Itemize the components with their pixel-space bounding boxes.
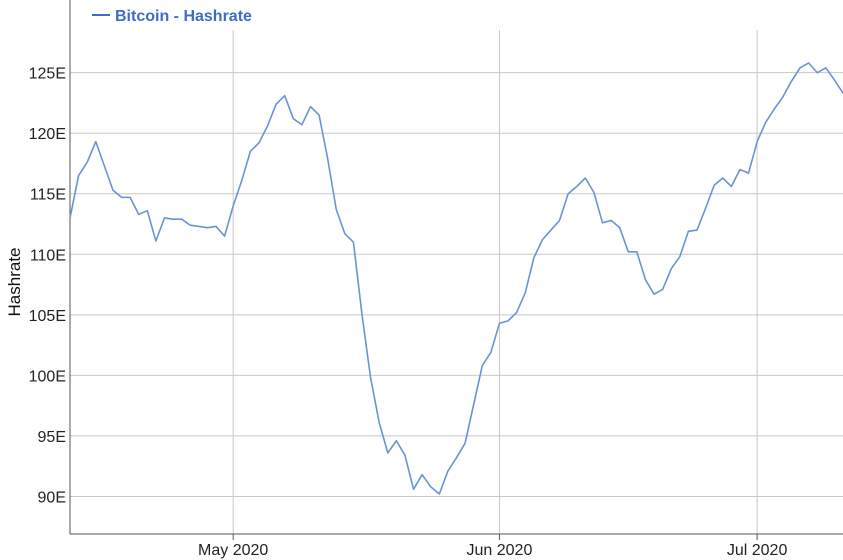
y-tick-label: 95E: [38, 429, 66, 446]
x-tick-label: Jul 2020: [727, 542, 788, 559]
y-tick-label: 120E: [29, 126, 66, 143]
y-tick-label: 90E: [38, 489, 66, 506]
x-tick-label: May 2020: [198, 542, 268, 559]
y-tick-label: 100E: [29, 368, 66, 385]
y-axis-label: Hashrate: [5, 248, 24, 317]
y-tick-label: 105E: [29, 308, 66, 325]
grid-lines: [70, 30, 843, 534]
y-tick-labels: 90E 95E 100E 105E 110E 115E 120E 125E: [29, 66, 66, 507]
y-tick-label: 125E: [29, 66, 66, 83]
axes: [69, 0, 843, 540]
y-tick-label: 110E: [30, 247, 66, 264]
y-tick-label: 115E: [30, 187, 66, 204]
x-tick-label: Jun 2020: [467, 542, 533, 559]
x-tick-labels: May 2020 Jun 2020 Jul 2020: [198, 542, 787, 559]
series-lines: [69, 62, 843, 495]
legend-label-bitcoin-hashrate: Bitcoin - Hashrate: [115, 8, 252, 25]
series-line-bitcoin-hashrate: [69, 62, 843, 495]
legend[interactable]: Bitcoin - Hashrate: [92, 8, 252, 25]
